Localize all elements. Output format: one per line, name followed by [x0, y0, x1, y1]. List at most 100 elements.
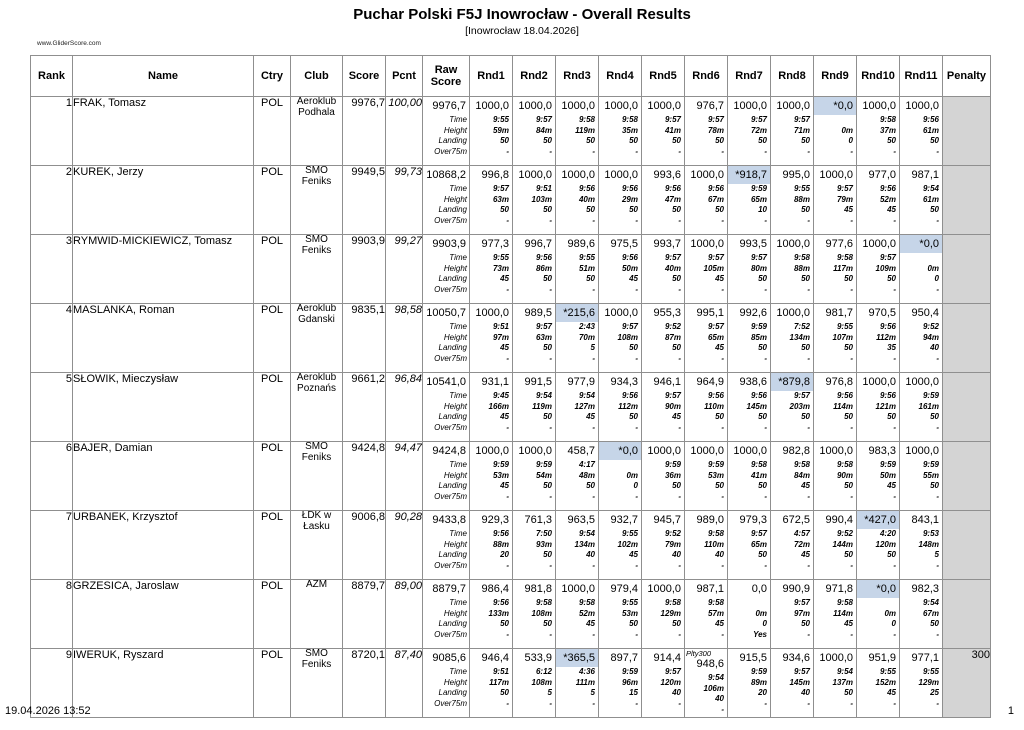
- round-height: 79m: [836, 194, 853, 204]
- round-height: 40m: [664, 263, 681, 273]
- round-cell-rnd9: 977,6 9:58 117m 50-: [813, 234, 857, 304]
- round-height: 88m: [492, 539, 509, 549]
- round-height: 53m: [621, 608, 638, 618]
- round-landing: 50: [758, 481, 767, 490]
- round-cell-rnd9: 1000,0 9:58 90m 50-: [813, 441, 857, 511]
- round-over75m: -: [549, 284, 552, 294]
- round-over75m: -: [549, 629, 552, 639]
- round-height: 72m: [750, 125, 767, 135]
- raw-score-value: 9976,7: [432, 100, 466, 112]
- round-height: 73m: [492, 263, 509, 273]
- result-row: 5 SŁOWIK, Mieczysław POL Aeroklub Poznańs 96…: [30, 372, 991, 442]
- round-score: 970,5: [868, 307, 896, 319]
- round-time: 9:52: [664, 529, 681, 538]
- round-time: 9:57: [793, 115, 810, 124]
- score-cell: 9949,5: [342, 165, 386, 235]
- footer-page-number: 1: [1007, 705, 1014, 717]
- round-score: 533,9: [524, 652, 552, 664]
- round-score: *0,0: [857, 580, 899, 598]
- sub-label-landing: Landing: [438, 205, 467, 214]
- round-cell-rnd1: 986,4 9:56 133m 50-: [469, 579, 513, 649]
- round-score: 990,4: [825, 514, 853, 526]
- round-height: 52m: [578, 608, 595, 618]
- round-time: 9:58: [664, 598, 681, 607]
- round-landing: 50: [672, 481, 681, 490]
- round-time: 9:55: [922, 667, 939, 676]
- club-cell: Aeroklub Poznańs: [290, 372, 343, 442]
- round-over75m: -: [678, 353, 681, 363]
- round-time: 9:59: [750, 322, 767, 331]
- round-cell-rnd10: 951,9 9:55 152m 45-: [856, 648, 900, 718]
- round-time: 9:55: [621, 598, 638, 607]
- round-score: 1000,0: [733, 445, 767, 457]
- round-score: 1000,0: [776, 100, 810, 112]
- round-over75m: -: [764, 353, 767, 363]
- pilot-name: FRAK, Tomasz: [72, 96, 254, 166]
- round-height: 93m: [535, 539, 552, 549]
- round-height: 152m: [875, 677, 896, 687]
- round-landing: 50: [500, 688, 509, 697]
- round-over75m: -: [721, 629, 724, 639]
- round-over75m: -: [635, 284, 638, 294]
- round-score: 458,7: [567, 445, 595, 457]
- round-score: 1000,0: [475, 445, 509, 457]
- sub-label-height: Height: [443, 539, 467, 549]
- round-time: 9:57: [793, 391, 810, 400]
- round-height: 108m: [531, 677, 552, 687]
- round-height: 59m: [492, 125, 509, 135]
- round-cell-rnd1: 1000,0 9:51 97m 45-: [469, 303, 513, 373]
- round-landing: 50: [801, 343, 810, 352]
- column-header-rnd10: Rnd10: [856, 55, 900, 97]
- round-height: 41m: [750, 470, 767, 480]
- round-score: 986,4: [481, 583, 509, 595]
- round-over75m: -: [936, 491, 939, 501]
- round-over75m: -: [506, 629, 509, 639]
- round-time: 9:51: [492, 667, 509, 676]
- round-cell-rnd3: 977,9 9:54 127m 45-: [555, 372, 599, 442]
- round-landing: 50: [801, 274, 810, 283]
- round-over75m: -: [549, 353, 552, 363]
- round-score: 987,1: [696, 583, 724, 595]
- round-height: 117m: [489, 677, 509, 687]
- round-over75m: -: [678, 491, 681, 501]
- rank-cell: 9: [30, 648, 73, 718]
- results-table: Rank Name Ctry Club Score Pcnt Raw Score Rnd1 Rn…: [30, 55, 991, 718]
- round-score: 955,3: [653, 307, 681, 319]
- round-over75m: -: [721, 560, 724, 570]
- column-header-name: Name: [72, 55, 254, 97]
- round-score: 979,4: [610, 583, 638, 595]
- round-time: 9:56: [492, 598, 509, 607]
- sub-label-time: Time: [449, 253, 467, 262]
- round-score: 1000,0: [561, 169, 595, 181]
- round-landing: 45: [844, 205, 853, 214]
- round-over75m: -: [635, 146, 638, 156]
- round-score: 987,1: [911, 169, 939, 181]
- round-height: 106m: [703, 683, 724, 693]
- sub-label-height: Height: [443, 608, 467, 618]
- round-over75m: -: [592, 146, 595, 156]
- pcnt-cell: 87,40: [385, 648, 423, 718]
- round-height: 127m: [574, 401, 595, 411]
- round-over75m: -: [807, 560, 810, 570]
- round-over75m: -: [721, 284, 724, 294]
- round-over75m: -: [936, 629, 939, 639]
- round-landing: 45: [500, 274, 509, 283]
- round-score: 1000,0: [776, 238, 810, 250]
- round-cell-rnd7: 1000,0 9:57 72m 50-: [727, 96, 771, 166]
- round-landing: 50: [758, 343, 767, 352]
- round-landing: 45: [500, 481, 509, 490]
- column-header-rnd9: Rnd9: [813, 55, 857, 97]
- round-height: 0m: [626, 470, 638, 480]
- sub-label-height: Height: [443, 194, 467, 204]
- round-cell-rnd6: 976,7 9:57 78m 50-: [684, 96, 728, 166]
- round-over75m: -: [807, 629, 810, 639]
- country-cell: POL: [253, 303, 291, 373]
- round-cell-rnd6: 964,9 9:56 110m 50-: [684, 372, 728, 442]
- score-cell: 9835,1: [342, 303, 386, 373]
- round-over75m: -: [506, 146, 509, 156]
- round-height: 108m: [531, 608, 552, 618]
- round-cell-rnd2: 761,3 7:50 93m 50-: [512, 510, 556, 580]
- round-over75m: Yes: [753, 629, 767, 639]
- round-score: 977,0: [868, 169, 896, 181]
- round-height: 97m: [492, 332, 509, 342]
